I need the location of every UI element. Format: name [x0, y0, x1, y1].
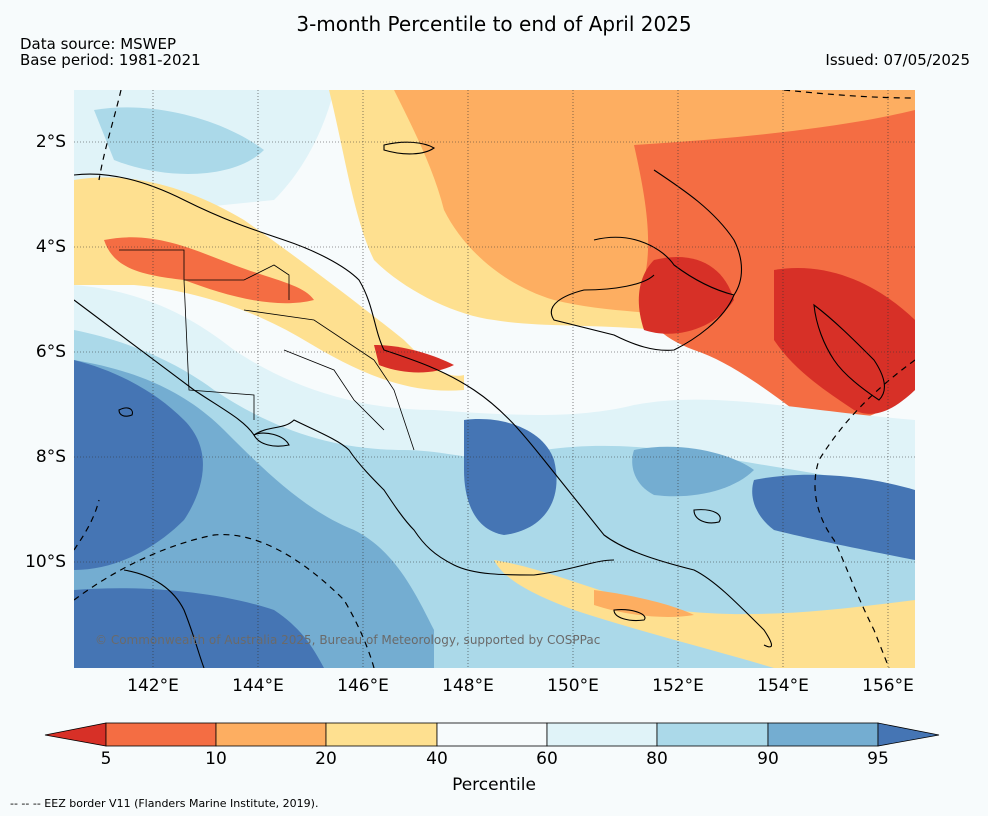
colorbar-20-40 — [325, 722, 438, 747]
graticule — [74, 90, 915, 668]
island-west-1 — [118, 407, 133, 417]
region-deep-blue-sw — [74, 588, 324, 668]
copyright-notice: © Commonwealth of Australia 2025, Bureau… — [95, 633, 601, 647]
region-yellow-southeast — [494, 560, 915, 668]
region-red-newbritain — [638, 256, 734, 334]
region-blue-nw — [94, 107, 264, 174]
colorbar-5-10 — [105, 722, 217, 747]
colorbar-max-arrow — [877, 722, 940, 747]
colorbar-tick-40: 40 — [426, 749, 448, 769]
lat-label-10s: 10°S — [25, 552, 66, 572]
data-source: Data source: MSWEP — [20, 35, 177, 53]
lon-label-152e: 152°E — [652, 676, 704, 696]
colorbar-tick-60: 60 — [536, 749, 558, 769]
lon-label-146e: 146°E — [337, 676, 389, 696]
region-orange-highlands — [104, 237, 314, 304]
lon-label-156e: 156°E — [862, 676, 914, 696]
map-area — [74, 90, 915, 668]
colorbar-tick-10: 10 — [205, 749, 227, 769]
colorbar-60-80 — [546, 722, 658, 747]
coastlines — [74, 141, 885, 668]
lon-label-144e: 144°E — [232, 676, 284, 696]
fly-river-delta — [253, 432, 290, 447]
colorbar-min-arrow — [44, 722, 107, 747]
lat-label-8s: 8°S — [35, 447, 66, 467]
colorbar-tick-95: 95 — [867, 749, 889, 769]
colorbar-90-95 — [767, 722, 879, 747]
new-ireland — [653, 169, 743, 296]
lat-label-2s: 2°S — [35, 132, 66, 152]
region-red-east — [774, 268, 915, 414]
region-deep-blue-east — [752, 474, 915, 560]
eez-footnote: -- -- -- EEZ border V11 (Flanders Marine… — [10, 797, 319, 810]
png-north-coast — [74, 173, 773, 648]
colorbar-tick-20: 20 — [315, 749, 337, 769]
manus-island — [383, 141, 436, 155]
colorbar-40-60 — [436, 722, 548, 747]
region-red-highlands — [374, 345, 454, 373]
bougainville — [813, 303, 885, 401]
map-metadata: Data source: MSWEP Base period: 1981-202… — [20, 36, 201, 68]
colorbar-tick-80: 80 — [646, 749, 668, 769]
map-title: 3-month Percentile to end of April 2025 — [296, 12, 692, 36]
png-south-coast — [74, 299, 615, 576]
colorbar-title: Percentile — [452, 775, 536, 795]
base-period: Base period: 1981-2021 — [20, 51, 201, 69]
lon-label-148e: 148°E — [442, 676, 494, 696]
issued-date: Issued: 07/05/2025 — [825, 51, 970, 69]
colorbar-tick-90: 90 — [757, 749, 779, 769]
island-se-1 — [613, 609, 646, 622]
cape-york-coast — [123, 569, 205, 668]
colorbar-tick-5: 5 — [100, 749, 112, 769]
colorbar-80-90 — [656, 722, 769, 747]
colorbar — [44, 722, 940, 747]
island-east-1 — [693, 509, 721, 524]
region-deep-blue-papua — [464, 419, 557, 535]
lon-label-150e: 150°E — [547, 676, 599, 696]
lon-label-142e: 142°E — [127, 676, 179, 696]
colorbar-10-20 — [215, 722, 327, 747]
new-britain — [551, 236, 735, 351]
region-orange-southeast — [594, 590, 694, 617]
lat-label-6s: 6°S — [35, 342, 66, 362]
lat-label-4s: 4°S — [35, 237, 66, 257]
eez-borders — [74, 90, 915, 668]
region-deep-blue-west — [74, 360, 203, 570]
percentile-map — [74, 90, 915, 668]
lon-label-154e: 154°E — [757, 676, 809, 696]
region-mid-blue-mid — [632, 446, 754, 497]
province-borders — [119, 249, 415, 451]
